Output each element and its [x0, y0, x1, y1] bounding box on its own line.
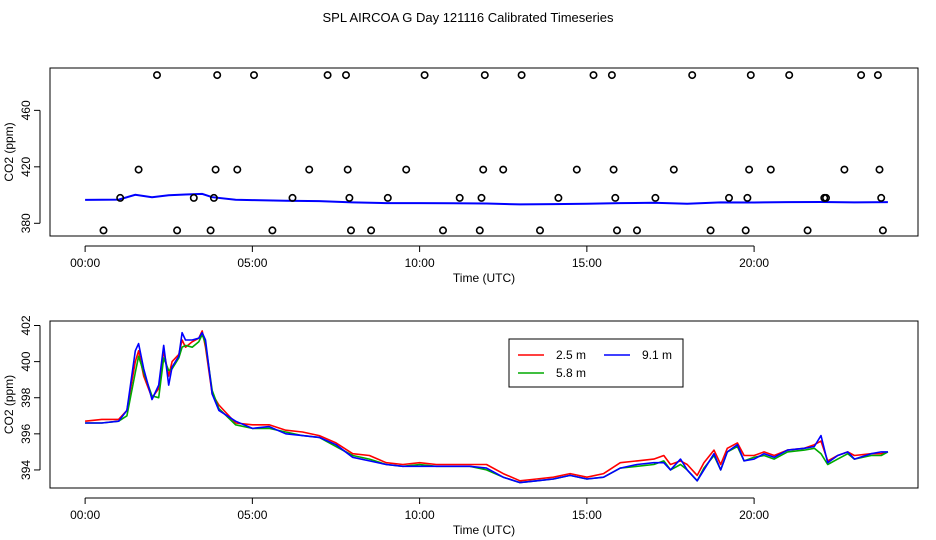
- calibration-point-marker: [607, 71, 616, 80]
- calibration-point-marker: [173, 226, 182, 235]
- calibration-point-marker: [611, 193, 620, 202]
- legend: 2.5 m 5.8 m 9.1 m: [508, 338, 684, 388]
- series-line-2-5-m-height: [85, 330, 889, 482]
- calibration-point-marker: [345, 193, 354, 202]
- calibration-point-marker: [572, 165, 581, 174]
- calibration-point-marker: [743, 193, 752, 202]
- calibration-point-marker: [116, 193, 125, 202]
- legend-box: [508, 338, 684, 388]
- calibration-point-marker: [609, 165, 618, 174]
- calibration-point-marker: [840, 165, 849, 174]
- calibration-point-marker: [632, 226, 641, 235]
- calibration-point-marker: [480, 71, 489, 80]
- ambient-co2-line: [85, 192, 888, 206]
- x-tick-label: 20:00: [739, 256, 769, 270]
- legend-label: 5.8 m: [556, 366, 586, 380]
- calibration-point-marker: [821, 193, 830, 202]
- calibration-point-marker: [741, 226, 750, 235]
- legend-label: 2.5 m: [556, 348, 586, 362]
- x-tick-label: 10:00: [405, 508, 435, 522]
- x-tick-label: 00:00: [70, 508, 100, 522]
- ambient-heights-panel: 00:00 05:00 10:00 15:00 20:00 Time (UTC) 394 39…: [2, 315, 919, 537]
- series-line-9-1-m-height: [85, 331, 888, 484]
- calibration-point-marker: [651, 193, 660, 202]
- calibration-point-marker: [346, 226, 355, 235]
- calibration-point-marker: [383, 193, 392, 202]
- calibration-point-marker: [341, 71, 350, 80]
- calibration-point-marker: [209, 193, 218, 202]
- calibration-point-marker: [402, 165, 411, 174]
- calibration-point-marker: [535, 226, 544, 235]
- x-tick-label: 20:00: [739, 508, 769, 522]
- x-tick-label: 00:00: [70, 256, 100, 270]
- calibration-point-marker: [766, 165, 775, 174]
- calibration-point-marker: [479, 165, 488, 174]
- series-line-5-8-m-height: [85, 333, 889, 484]
- calibration-point-marker: [343, 165, 352, 174]
- calibration-point-marker: [877, 193, 886, 202]
- calibration-point-marker: [206, 226, 215, 235]
- y-tick-label: 396: [19, 424, 33, 444]
- calibration-point-marker: [153, 71, 162, 80]
- figure-title: SPL AIRCOA G Day 121116 Calibrated Times…: [323, 10, 614, 25]
- y-tick-label: 420: [19, 156, 33, 176]
- calibration-point-marker: [706, 226, 715, 235]
- calibration-point-marker: [211, 165, 220, 174]
- calibration-point-marker: [688, 71, 697, 80]
- calibration-point-marker: [878, 226, 887, 235]
- calibration-point-marker: [250, 71, 259, 80]
- calibration-point-marker: [233, 165, 242, 174]
- calibration-point-marker: [420, 71, 429, 80]
- plot-frame: [49, 320, 919, 489]
- calibration-point-marker: [189, 193, 198, 202]
- plot-frame: [49, 67, 919, 237]
- calibration-point-marker: [367, 226, 376, 235]
- x-tick-label: 05:00: [237, 508, 267, 522]
- calibration-point-marker: [745, 165, 754, 174]
- calibration-point-marker: [803, 226, 812, 235]
- calibration-point-marker: [746, 71, 755, 80]
- calibration-point-marker: [785, 71, 794, 80]
- calibration-point-marker: [589, 71, 598, 80]
- calibration-point-marker: [288, 193, 297, 202]
- y-tick-label: 380: [19, 213, 33, 233]
- calibration-point-marker: [857, 71, 866, 80]
- calibration-point-marker: [455, 193, 464, 202]
- x-tick-label: 15:00: [572, 256, 602, 270]
- y-tick-label: 400: [19, 351, 33, 371]
- x-axis-label: Time (UTC): [453, 271, 515, 285]
- legend-label: 9.1 m: [642, 348, 672, 362]
- calibration-point-marker: [438, 226, 447, 235]
- calibration-point-marker: [517, 71, 526, 80]
- calibration-point-marker: [323, 71, 332, 80]
- calibration-point-marker: [99, 226, 108, 235]
- calibration-point-marker: [499, 165, 508, 174]
- y-tick-label: 402: [19, 315, 33, 335]
- x-tick-label: 05:00: [237, 256, 267, 270]
- x-tick-label: 15:00: [572, 508, 602, 522]
- y-tick-label: 398: [19, 387, 33, 407]
- x-tick-label: 10:00: [405, 256, 435, 270]
- calibration-point-marker: [213, 71, 222, 80]
- x-axis-label: Time (UTC): [453, 523, 515, 537]
- calibration-point-marker: [669, 165, 678, 174]
- calibration-point-marker: [612, 226, 621, 235]
- calibration-point-marker: [305, 165, 314, 174]
- calibration-point-marker: [873, 71, 882, 80]
- y-tick-label: 394: [19, 460, 33, 480]
- y-axis-label: CO2 (ppm): [2, 122, 16, 181]
- calibration-point-marker: [724, 193, 733, 202]
- calibration-point-marker: [134, 165, 143, 174]
- calibration-point-marker: [875, 165, 884, 174]
- calibrated-timeseries-panel: 00:00 05:00 10:00 15:00 20:00 Time (UTC) 380 42…: [2, 67, 919, 285]
- calibration-point-marker: [268, 226, 277, 235]
- y-axis-label: CO2 (ppm): [2, 375, 16, 434]
- y-tick-label: 460: [19, 100, 33, 120]
- calibration-point-marker: [475, 226, 484, 235]
- calibration-point-marker: [554, 193, 563, 202]
- calibration-point-marker: [477, 193, 486, 202]
